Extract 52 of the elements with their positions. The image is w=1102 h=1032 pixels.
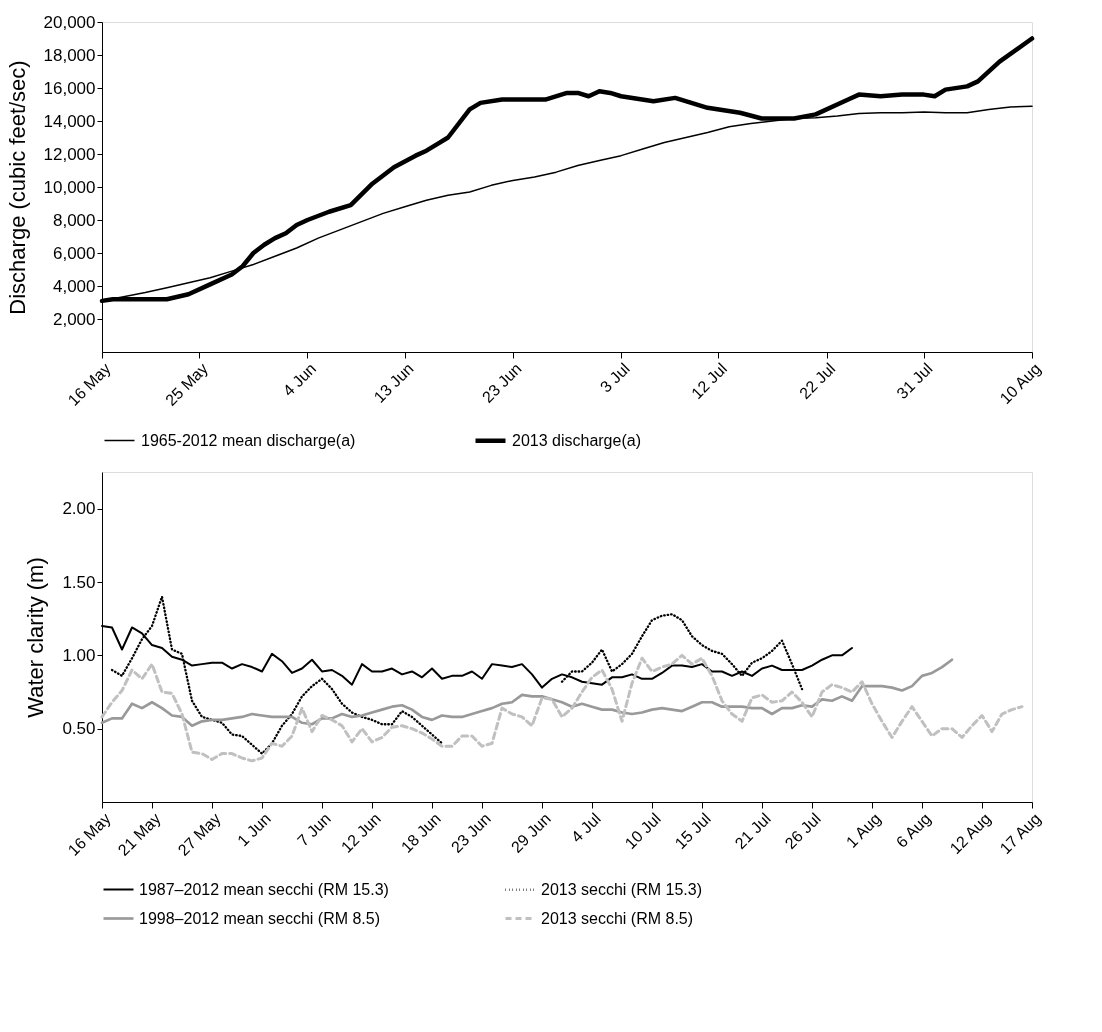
x-tick-label: 16 May bbox=[64, 809, 114, 859]
line-series bbox=[100, 658, 954, 728]
x-tick-label: 1 Aug bbox=[842, 809, 884, 851]
legend-label: 2013 secchi (RM 15.3) bbox=[541, 880, 702, 898]
y-tick-label: 14,000 bbox=[43, 111, 96, 131]
y-tick-label: 8,000 bbox=[52, 210, 96, 230]
y-axis-title: Discharge (cubic feet/sec) bbox=[4, 60, 30, 315]
x-tick-label: 16 May bbox=[64, 359, 114, 409]
x-tick-label: 10 Aug bbox=[996, 359, 1044, 408]
x-tick-label: 31 Jul bbox=[893, 359, 936, 403]
x-tick-label: 12 Jul bbox=[687, 359, 731, 403]
legend-label: 2013 secchi (RM 8.5) bbox=[541, 909, 694, 927]
x-tick-label: 3 Jul bbox=[596, 359, 633, 396]
y-tick-label: 4,000 bbox=[52, 276, 96, 296]
y-tick-label: 2.00 bbox=[62, 499, 96, 519]
x-tick-label: 21 May bbox=[114, 809, 164, 859]
y-axis-title: Water clarity (m) bbox=[23, 557, 49, 718]
y-tick-label: 18,000 bbox=[43, 45, 96, 65]
x-tick-label: 29 Jun bbox=[507, 809, 554, 856]
y-tick-label: 12,000 bbox=[43, 144, 96, 164]
legend-label: 1965-2012 mean discharge(a) bbox=[141, 431, 356, 449]
y-tick-label: 10,000 bbox=[43, 177, 96, 197]
x-tick-label: 6 Aug bbox=[892, 809, 934, 851]
x-tick-label: 22 Jul bbox=[796, 359, 839, 403]
x-tick-label: 12 Aug bbox=[946, 809, 994, 858]
x-tick-label: 25 May bbox=[162, 359, 212, 409]
y-tick-label: 6,000 bbox=[52, 243, 96, 263]
x-tick-label: 4 Jun bbox=[279, 359, 320, 400]
legend-label: 1987–2012 mean secchi (RM 15.3) bbox=[139, 880, 389, 898]
legend-label: 1998–2012 mean secchi (RM 8.5) bbox=[139, 909, 381, 927]
x-tick-label: 21 Jul bbox=[731, 809, 774, 853]
x-tick-label: 26 Jul bbox=[781, 809, 824, 853]
line-series bbox=[100, 653, 1024, 763]
y-tick-label: 2,000 bbox=[52, 309, 96, 329]
x-tick-label: 13 Jun bbox=[370, 359, 417, 406]
y-tick-label: 16,000 bbox=[43, 78, 96, 98]
x-tick-label: 18 Jun bbox=[397, 809, 444, 856]
x-tick-label: 4 Jul bbox=[567, 809, 604, 846]
x-tick-label: 23 Jun bbox=[447, 809, 494, 856]
x-tick-label: 10 Jul bbox=[621, 809, 664, 853]
y-tick-label: 1.50 bbox=[62, 572, 96, 592]
x-tick-label: 15 Jul bbox=[671, 809, 714, 853]
x-tick-label: 27 May bbox=[174, 809, 224, 859]
y-tick-label: 20,000 bbox=[43, 12, 96, 32]
y-tick-label: 1.00 bbox=[62, 645, 96, 665]
x-tick-label: 1 Jun bbox=[234, 809, 274, 850]
x-tick-label: 7 Jun bbox=[294, 809, 334, 850]
x-tick-label: 17 Aug bbox=[996, 809, 1044, 858]
x-tick-label: 23 Jun bbox=[478, 359, 525, 406]
y-tick-label: 0.50 bbox=[62, 719, 96, 739]
legend-label: 2013 discharge(a) bbox=[512, 431, 641, 449]
x-tick-label: 12 Jun bbox=[337, 809, 384, 856]
